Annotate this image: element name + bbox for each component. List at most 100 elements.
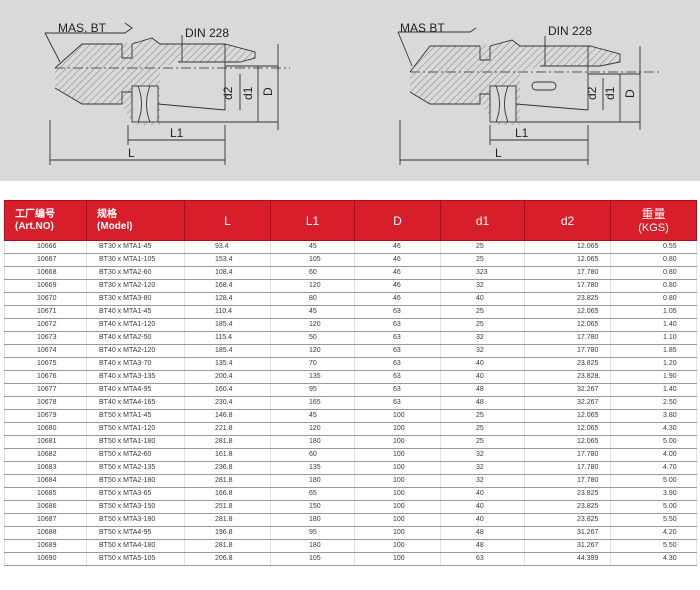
cell-L1: 65 xyxy=(270,487,355,501)
cell-L1: 95 xyxy=(270,526,355,540)
cell-L1: 165 xyxy=(270,396,355,410)
cell-D: 46 xyxy=(354,266,441,280)
cell-L: 161.8 xyxy=(184,448,271,462)
cell-D: 63 xyxy=(354,318,441,332)
cell-art-no: 10688 xyxy=(4,526,87,540)
cell-D: 46 xyxy=(354,253,441,267)
cell-model: BT30 x MTA2-60 xyxy=(86,266,185,280)
left-d1-label: d1 xyxy=(241,86,255,100)
cell-weight: 4.30 xyxy=(610,552,697,566)
cell-L: 185.4 xyxy=(184,344,271,358)
header-art-no: 工厂编号 (Art.NO) xyxy=(4,200,87,241)
cell-d1: 40 xyxy=(440,500,525,514)
cell-d2: 12.065 xyxy=(524,305,611,319)
cell-d2: 23.828. xyxy=(524,370,611,384)
cell-d1: 48 xyxy=(440,539,525,553)
cell-D: 100 xyxy=(354,409,441,423)
header-model-en: (Model) xyxy=(97,220,133,232)
cell-L: 160.4 xyxy=(184,383,271,397)
table-row: 10684 BT50 x MTA2-180 281.8 180 100 32 17.780 5… xyxy=(4,474,697,488)
table-row: 10685 BT50 x MTA3-65 166.8 65 100 40 23.825 3.9… xyxy=(4,487,697,501)
cell-model: BT30 x MTA1-105 xyxy=(86,253,185,267)
cell-weight: 3.80 xyxy=(610,409,697,423)
cell-D: 46 xyxy=(354,292,441,306)
cell-L1: 60 xyxy=(270,448,355,462)
cell-model: BT40 x MTA2-50 xyxy=(86,331,185,345)
cell-weight: 1.85 xyxy=(610,344,697,358)
cell-D: 100 xyxy=(354,435,441,449)
cell-art-no: 10673 xyxy=(4,331,87,345)
table-row: 10668 BT30 x MTA2-60 108.4 60 46 323 17.780 0.8… xyxy=(4,266,697,280)
table-row: 10690 BT50 x MTA5-105 206.8 105 100 63 44.399 4… xyxy=(4,552,697,566)
cell-weight: 5.50 xyxy=(610,513,697,527)
cell-model: BT50 x MTA2-180 xyxy=(86,474,185,488)
cell-d2: 17.780 xyxy=(524,344,611,358)
cell-art-no: 10685 xyxy=(4,487,87,501)
cell-d2: 31.267 xyxy=(524,526,611,540)
cell-L1: 45 xyxy=(270,305,355,319)
cell-L: 221.8 xyxy=(184,422,271,436)
cell-D: 100 xyxy=(354,539,441,553)
cell-model: BT40 x MTA3-135 xyxy=(86,370,185,384)
cell-d1: 32 xyxy=(440,448,525,462)
cell-L1: 45 xyxy=(270,409,355,423)
table-row: 10688 BT50 x MTA4-95 196.8 95 100 48 31.267 4.2… xyxy=(4,526,697,540)
cell-d1: 48 xyxy=(440,396,525,410)
cell-L: 206.8 xyxy=(184,552,271,566)
left-L1-label: L1 xyxy=(170,126,184,140)
cell-L1: 80 xyxy=(270,292,355,306)
cell-L1: 120 xyxy=(270,422,355,436)
cell-L1: 50 xyxy=(270,331,355,345)
cell-d1: 48 xyxy=(440,383,525,397)
header-weight: 重量 (KGS) xyxy=(610,200,697,241)
spec-table: 工厂编号 (Art.NO) 规格 (Model) L L1 D d1 d2 重量… xyxy=(4,200,697,566)
cell-d2: 32.267 xyxy=(524,396,611,410)
right-L-label: L xyxy=(495,146,502,160)
cell-art-no: 10689 xyxy=(4,539,87,553)
cell-art-no: 10671 xyxy=(4,305,87,319)
cell-d2: 23.825 xyxy=(524,513,611,527)
cell-L: 281.8 xyxy=(184,474,271,488)
cell-weight: 0.80 xyxy=(610,292,697,306)
cell-L: 251.8 xyxy=(184,500,271,514)
cell-d2: 17.780 xyxy=(524,266,611,280)
cell-d2: 17.780 xyxy=(524,448,611,462)
left-d2-label: d2 xyxy=(221,86,235,100)
cell-D: 46 xyxy=(354,279,441,293)
cell-weight: 0.55 xyxy=(610,240,697,254)
cell-L: 110.4 xyxy=(184,305,271,319)
cell-d2: 17.780 xyxy=(524,461,611,475)
cell-d2: 23.825 xyxy=(524,487,611,501)
cell-d1: 32 xyxy=(440,461,525,475)
cell-weight: 4.00 xyxy=(610,448,697,462)
table-row: 10667 BT30 x MTA1-105 153.4 105 46 25 12.065 0.… xyxy=(4,253,697,267)
cell-L1: 180 xyxy=(270,539,355,553)
cell-model: BT50 x MTA1-45 xyxy=(86,409,185,423)
cell-D: 100 xyxy=(354,474,441,488)
cell-D: 100 xyxy=(354,500,441,514)
table-row: 10676 BT40 x MTA3-135 200.4 135 63 40 23.828. 1… xyxy=(4,370,697,384)
cell-d1: 32 xyxy=(440,474,525,488)
right-din228-label: DIN 228 xyxy=(548,24,592,38)
cell-art-no: 10682 xyxy=(4,448,87,462)
cell-d2: 32.267 xyxy=(524,383,611,397)
cell-model: BT40 x MTA4-165 xyxy=(86,396,185,410)
cell-model: BT40 x MTA1-120 xyxy=(86,318,185,332)
left-mas-bt-label: MAS, BT xyxy=(58,21,107,35)
cell-L: 135.4 xyxy=(184,357,271,371)
cell-d1: 32 xyxy=(440,331,525,345)
cell-d1: 40 xyxy=(440,292,525,306)
cell-L1: 120 xyxy=(270,279,355,293)
header-d2: d2 xyxy=(524,200,611,241)
table-row: 10683 BT50 x MTA2-135 236.8 135 100 32 17.780 4… xyxy=(4,461,697,475)
cell-L: 115.4 xyxy=(184,331,271,345)
cell-model: BT50 x MTA4-180 xyxy=(86,539,185,553)
cell-L1: 120 xyxy=(270,318,355,332)
cell-model: BT50 x MTA3-65 xyxy=(86,487,185,501)
cell-art-no: 10679 xyxy=(4,409,87,423)
header-D: D xyxy=(354,200,441,241)
cell-d2: 12.065 xyxy=(524,435,611,449)
cell-weight: 0.80 xyxy=(610,266,697,280)
cell-art-no: 10666 xyxy=(4,240,87,254)
cell-d2: 17.780 xyxy=(524,279,611,293)
